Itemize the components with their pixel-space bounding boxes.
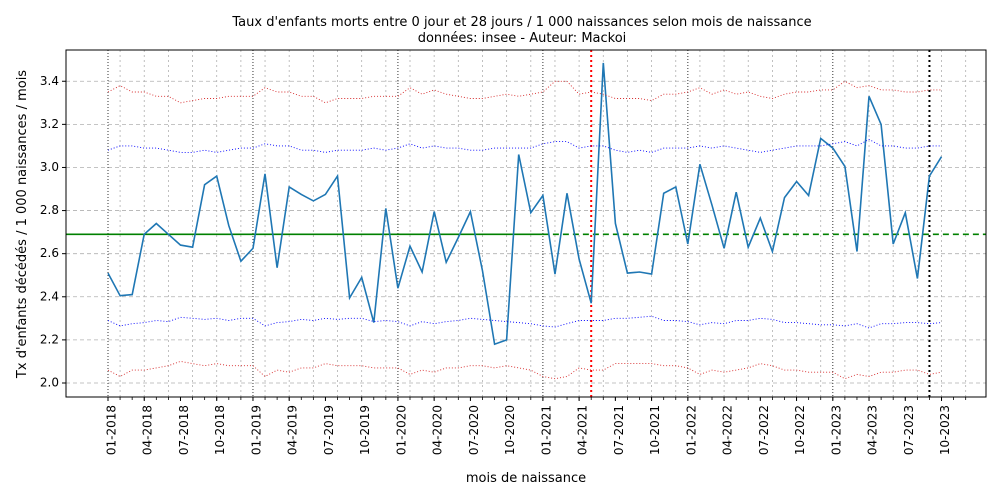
- x-tick-label: 10-2022: [793, 405, 807, 455]
- marker-layer: [66, 50, 986, 397]
- x-tick-label: 07-2022: [757, 405, 771, 455]
- x-tick-label: 07-2021: [612, 405, 626, 455]
- x-tick-label: 04-2022: [721, 405, 735, 455]
- rate-series-line: [107, 62, 943, 346]
- x-tick-label: 01-2021: [539, 405, 553, 455]
- x-tick-label: 04-2018: [141, 405, 155, 455]
- x-tick-label: 04-2023: [866, 405, 880, 455]
- x-tick-label: 04-2021: [576, 405, 590, 455]
- y-tick-label: 3.4: [40, 74, 59, 88]
- x-tick-label: 07-2023: [902, 405, 916, 455]
- x-tick-label: 10-2023: [938, 405, 952, 455]
- confidence-band-line-3: [107, 315, 942, 329]
- x-tick-label: 01-2023: [829, 405, 843, 455]
- x-tick-label: 10-2021: [648, 405, 662, 455]
- x-tick-label: 07-2020: [467, 405, 481, 455]
- x-tick-label: 07-2018: [177, 405, 191, 455]
- x-tick-label: 04-2020: [431, 405, 445, 455]
- x-tick-label: 10-2020: [503, 405, 517, 455]
- y-tick-label: 2.2: [40, 332, 59, 346]
- y-tick-label: 3.2: [40, 117, 59, 131]
- y-tick-label: 2.0: [40, 375, 59, 389]
- x-tick-label: 07-2019: [322, 405, 336, 455]
- x-tick-label: 10-2018: [213, 405, 227, 455]
- x-axis: 01-2018 04-2018 07-2018 10-2018 01-2019 04-20…: [105, 397, 967, 455]
- x-axis-label: mois de naissance: [466, 471, 586, 486]
- y-tick-label: 2.8: [40, 203, 59, 217]
- y-tick-label: 2.6: [40, 246, 59, 260]
- chart-title: Taux d'enfants morts entre 0 jour et 28 …: [231, 15, 811, 30]
- plot-background: [66, 50, 986, 397]
- x-tick-label: 01-2019: [249, 405, 263, 455]
- y-axis: 2.0 2.2 2.4 2.6 2.8 3.0 3.2 3.4: [40, 74, 66, 389]
- x-tick-label: 01-2022: [684, 405, 698, 455]
- series-layer: [107, 62, 943, 380]
- y-axis-label: Tx d'enfants décédés / 1 000 naissances …: [15, 70, 30, 379]
- y-tick-label: 3.0: [40, 160, 59, 174]
- y-tick-label: 2.4: [40, 289, 59, 303]
- confidence-band-line-2: [107, 138, 942, 153]
- confidence-band-line-4: [107, 360, 942, 380]
- x-tick-label: 01-2020: [394, 405, 408, 455]
- plot-frame: [65, 49, 987, 398]
- plot-area: [65, 49, 987, 398]
- x-tick-label: 04-2019: [286, 405, 300, 455]
- chart-subtitle: données: insee - Auteur: Mackoi: [418, 31, 627, 46]
- x-tick-label: 01-2018: [105, 405, 119, 455]
- x-tick-label: 10-2019: [358, 405, 372, 455]
